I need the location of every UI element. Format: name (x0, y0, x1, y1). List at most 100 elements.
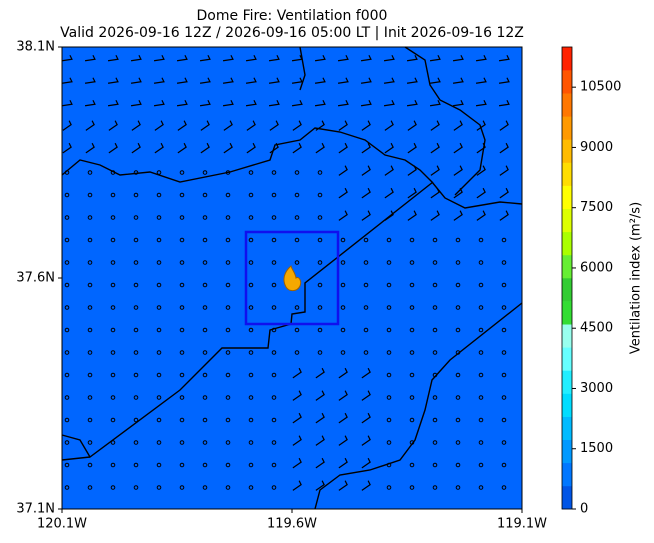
calm-marker (294, 327, 300, 333)
wind-barb (475, 54, 487, 62)
wind-barb (384, 120, 394, 131)
calm-marker (133, 395, 139, 400)
wind-barb (361, 390, 371, 401)
calm-marker (87, 485, 93, 490)
calm-marker (133, 485, 139, 490)
wind-barb (245, 99, 257, 107)
calm-marker (225, 327, 231, 333)
calm-marker (64, 282, 70, 288)
calm-marker (179, 237, 185, 243)
calm-marker (202, 417, 208, 423)
wind-barb (315, 367, 325, 379)
calm-marker (156, 282, 162, 288)
wind-barb (406, 99, 418, 107)
calm-marker (202, 260, 208, 265)
calm-marker (363, 282, 369, 288)
calm-marker (202, 170, 208, 175)
wind-barb (292, 435, 302, 446)
calm-marker (225, 350, 231, 355)
calm-marker (248, 282, 254, 288)
wind-barb (361, 367, 371, 379)
calm-marker (501, 260, 507, 265)
wind-barb (452, 99, 464, 107)
colorbar-band (562, 301, 572, 325)
wind-barb (338, 142, 348, 154)
calm-marker (179, 215, 185, 220)
wind-barb (315, 435, 325, 446)
calm-marker (133, 417, 139, 423)
calm-marker (478, 372, 484, 378)
calm-marker (386, 305, 392, 310)
calm-marker (386, 237, 392, 243)
calm-marker (225, 417, 231, 423)
calm-marker (87, 260, 93, 265)
calm-marker (501, 417, 507, 423)
calm-marker (87, 305, 93, 310)
calm-marker (340, 327, 346, 333)
calm-marker (340, 350, 346, 355)
wind-barb (268, 77, 280, 84)
calm-marker (248, 395, 254, 400)
wind-barb (360, 77, 372, 84)
calm-marker (340, 305, 346, 310)
calm-marker (133, 260, 139, 265)
colorbar-band (562, 139, 572, 163)
calm-marker (478, 305, 484, 310)
colorbar-band (562, 70, 572, 94)
calm-marker (409, 462, 415, 468)
wind-barb (154, 142, 164, 154)
calm-marker (202, 237, 208, 243)
calm-marker (110, 350, 116, 355)
calm-marker (409, 372, 415, 378)
colorbar-band (562, 485, 572, 510)
calm-marker (432, 350, 438, 355)
calm-marker (455, 282, 461, 288)
calm-marker (248, 237, 254, 243)
calm-marker (271, 170, 277, 175)
wind-barb (292, 480, 302, 491)
calm-marker (271, 372, 277, 378)
calm-marker (179, 395, 185, 400)
wind-barb (222, 77, 234, 84)
calm-marker (202, 215, 208, 220)
wind-barb (268, 54, 280, 62)
calm-marker (478, 440, 484, 445)
colorbar: 0 1500 3000 4500 6000 7500 9000 10500 (561, 46, 621, 517)
calm-marker (271, 350, 277, 355)
calm-marker (110, 327, 116, 333)
calm-marker (179, 485, 185, 490)
calm-marker (317, 215, 323, 220)
wind-barb (453, 142, 463, 154)
wind-barb (430, 165, 440, 176)
wind-barb (130, 99, 142, 107)
calm-marker (156, 440, 162, 445)
wind-barb (222, 54, 234, 62)
wind-barb (315, 480, 325, 491)
wind-barb (107, 54, 119, 62)
wind-barb (361, 435, 371, 446)
calm-marker (179, 192, 185, 198)
calm-marker (248, 215, 254, 220)
calm-marker (248, 417, 254, 423)
wind-barb (314, 77, 326, 84)
wind-barb (430, 142, 440, 154)
calm-marker (179, 462, 185, 468)
wind-barb (245, 54, 257, 62)
calm-marker (156, 485, 162, 490)
wind-barb (338, 435, 348, 446)
wind-barb (130, 54, 142, 62)
calm-marker (156, 417, 162, 423)
wind-barb (407, 142, 417, 154)
calm-marker (340, 282, 346, 288)
colorbar-tick-label: 7500 (580, 200, 613, 215)
wind-barb (268, 99, 280, 107)
calm-marker (386, 282, 392, 288)
calm-marker (271, 462, 277, 468)
calm-marker (386, 260, 392, 265)
colorbar-frame (561, 46, 573, 510)
wind-barb (361, 210, 371, 221)
calm-marker (248, 170, 254, 175)
calm-marker (409, 237, 415, 243)
calm-marker (432, 305, 438, 310)
colorbar-band (562, 254, 572, 279)
